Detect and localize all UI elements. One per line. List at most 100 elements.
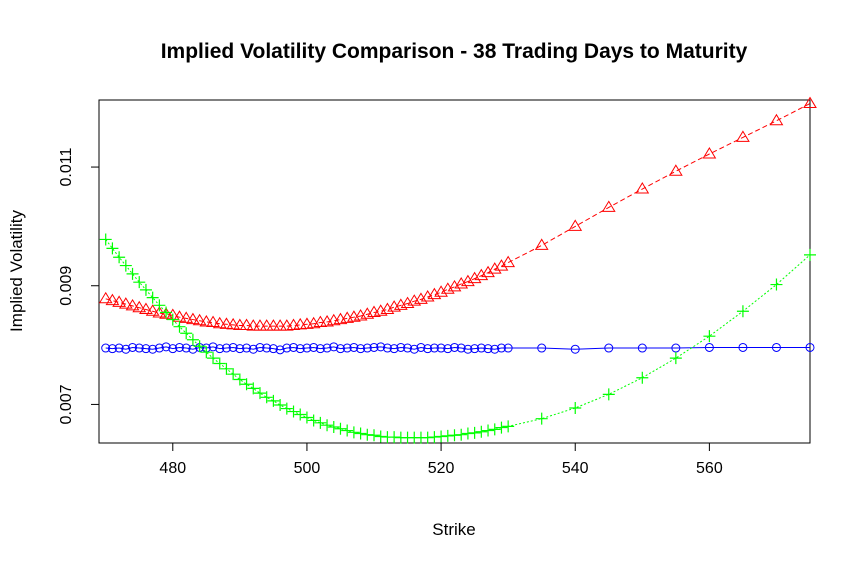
data-point: [396, 342, 406, 352]
data-point: [468, 426, 481, 439]
data-point: [467, 271, 482, 284]
blue-circle-series: [101, 342, 815, 355]
data-point: [118, 297, 133, 309]
data-point: [168, 344, 178, 354]
data-point: [490, 344, 500, 354]
data-point: [803, 96, 817, 109]
blue-circle-series-line: [105, 346, 810, 351]
red-triangle-series: [98, 96, 817, 331]
plot-frame: [98, 99, 811, 444]
data-point: [736, 130, 750, 142]
data-point: [181, 343, 191, 353]
data-point: [98, 291, 113, 304]
data-point: [233, 373, 246, 386]
data-point: [403, 343, 413, 353]
data-point: [416, 342, 426, 352]
x-tick-label: 560: [696, 460, 723, 477]
data-point: [141, 344, 151, 354]
data-point: [186, 333, 199, 346]
data-point: [443, 344, 453, 354]
data-point: [475, 425, 488, 438]
data-point: [368, 429, 381, 442]
data-point: [160, 306, 173, 319]
y-axis: 0.007 0.009 0.011: [58, 148, 100, 424]
data-point: [568, 219, 583, 231]
data-point: [174, 342, 184, 352]
data-point: [309, 342, 319, 352]
data-point: [295, 344, 305, 354]
data-point: [139, 283, 152, 296]
data-point: [294, 408, 307, 421]
data-point: [389, 344, 399, 354]
data-point: [154, 343, 164, 353]
data-point: [161, 342, 171, 352]
data-point: [427, 287, 442, 300]
data-point: [420, 290, 435, 302]
data-point: [354, 427, 367, 440]
data-point: [239, 318, 254, 331]
data-point: [474, 268, 489, 281]
data-point: [247, 382, 260, 395]
data-point: [409, 344, 419, 354]
data-point: [242, 343, 252, 353]
data-point: [483, 344, 493, 354]
x-tick-label: 500: [294, 460, 321, 477]
data-point: [153, 299, 166, 312]
data-point: [125, 298, 140, 311]
data-point: [502, 420, 515, 433]
x-tick-label: 540: [562, 460, 589, 477]
data-point: [362, 343, 372, 353]
data-point: [440, 282, 455, 294]
data-point: [322, 343, 332, 353]
data-point: [226, 317, 241, 330]
data-point: [307, 414, 320, 427]
data-point: [349, 342, 359, 352]
data-point: [382, 343, 392, 353]
data-point: [173, 320, 186, 333]
x-tick-label: 520: [428, 460, 455, 477]
data-point: [602, 388, 615, 401]
data-point: [215, 344, 225, 354]
data-point: [805, 342, 815, 352]
data-point: [671, 343, 681, 353]
series-layer: [98, 96, 817, 444]
data-point: [255, 342, 265, 352]
data-point: [314, 416, 327, 429]
data-point: [454, 276, 469, 289]
data-point: [121, 344, 131, 354]
data-point: [534, 238, 549, 250]
data-point: [280, 402, 293, 415]
data-point: [380, 302, 395, 314]
data-point: [207, 352, 220, 365]
data-point: [456, 343, 466, 353]
data-point: [668, 164, 683, 176]
data-point: [804, 248, 816, 261]
data-point: [771, 342, 781, 352]
data-point: [315, 344, 325, 354]
data-point: [321, 419, 334, 432]
data-point: [769, 113, 784, 126]
y-axis-label: Implied Volatility: [7, 210, 26, 332]
data-point: [400, 296, 415, 309]
data-point: [113, 251, 126, 264]
data-point: [481, 265, 495, 278]
data-point: [636, 371, 649, 384]
data-point: [193, 340, 206, 353]
data-point: [369, 342, 379, 352]
green-plus-series-line: [105, 239, 811, 439]
data-point: [107, 344, 117, 354]
data-point: [220, 362, 233, 375]
data-point: [146, 291, 159, 304]
data-point: [212, 316, 227, 329]
chart-title: Implied Volatility Comparison - 38 Tradi…: [161, 40, 748, 63]
data-point: [450, 342, 459, 352]
y-tick-label: 0.007: [58, 384, 75, 424]
data-point: [414, 292, 428, 304]
data-point: [275, 345, 285, 355]
data-point: [470, 344, 480, 354]
data-point: [235, 344, 245, 354]
data-point: [132, 300, 147, 313]
data-point: [112, 295, 127, 307]
data-point: [501, 255, 516, 268]
data-point: [227, 368, 240, 381]
